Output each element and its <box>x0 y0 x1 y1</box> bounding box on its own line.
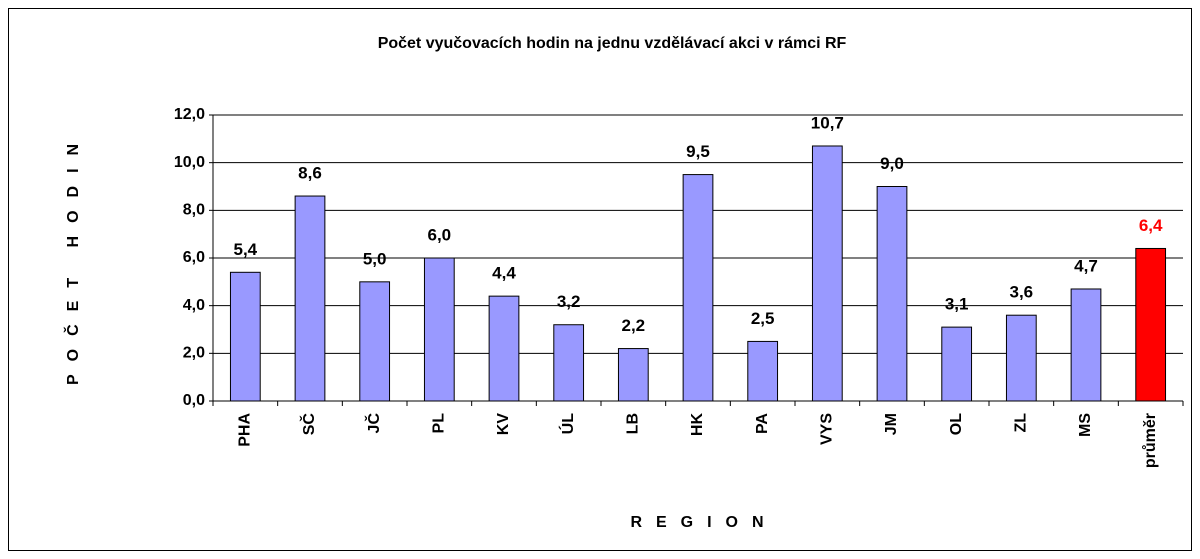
value-label: 5,0 <box>363 249 387 268</box>
y-axis-label: POČET HODIN <box>63 131 82 385</box>
x-tick-label: MS <box>1077 413 1094 437</box>
y-tick-label: 2,0 <box>183 345 205 362</box>
bar <box>682 174 714 402</box>
x-tick-label: KV <box>495 413 512 436</box>
x-tick-label: PL <box>431 413 448 434</box>
value-label: 8,6 <box>298 164 322 183</box>
value-label: 9,0 <box>880 154 904 173</box>
bar <box>294 195 326 402</box>
bar <box>1005 314 1037 402</box>
bar <box>423 257 455 402</box>
x-tick-label: ÚL <box>558 413 577 435</box>
x-tick-label: PA <box>754 413 771 434</box>
y-tick-label: 0,0 <box>183 392 205 409</box>
value-label: 6,0 <box>428 225 452 244</box>
value-label: 4,7 <box>1074 256 1098 275</box>
x-tick-label: JM <box>883 413 900 435</box>
bar <box>617 348 649 402</box>
bar <box>488 295 520 402</box>
x-tick-label: ZL <box>1013 413 1030 433</box>
value-label: 5,4 <box>234 240 258 259</box>
value-label: 3,1 <box>945 295 969 314</box>
bar <box>553 324 585 402</box>
bar <box>747 340 779 402</box>
value-label: 2,2 <box>622 316 646 335</box>
x-tick-label: PHA <box>237 413 254 447</box>
value-label: 3,2 <box>557 292 581 311</box>
x-tick-label: JČ <box>364 413 383 434</box>
value-label: 2,5 <box>751 309 775 328</box>
y-tick-label: 6,0 <box>183 249 205 266</box>
y-tick-label: 12,0 <box>174 106 205 123</box>
value-label: 10,7 <box>811 113 844 132</box>
y-tick-label: 8,0 <box>183 202 205 219</box>
bar <box>811 145 843 402</box>
x-tick-label: SČ <box>299 413 318 436</box>
x-tick-label: HK <box>689 413 706 437</box>
bar <box>1135 247 1167 402</box>
x-tick-label: OL <box>948 413 965 435</box>
y-tick-label: 4,0 <box>183 297 205 314</box>
bar <box>1070 288 1102 402</box>
bar <box>359 281 391 402</box>
chart-border <box>8 8 1192 551</box>
value-label: 9,5 <box>686 142 710 161</box>
value-label: 3,6 <box>1010 283 1034 302</box>
bar <box>229 271 261 402</box>
chart-title: Počet vyučovacích hodin na jednu vzděláv… <box>378 35 847 52</box>
y-tick-label: 10,0 <box>174 154 205 171</box>
value-label: 6,4 <box>1139 216 1163 235</box>
x-tick-label: LB <box>625 413 642 434</box>
x-tick-label: průměr <box>1142 413 1159 468</box>
value-label: 4,4 <box>492 264 516 283</box>
bar <box>876 186 908 402</box>
x-axis-label: REGION <box>630 514 777 531</box>
x-tick-label: VYS <box>819 413 836 445</box>
bar <box>941 326 973 402</box>
